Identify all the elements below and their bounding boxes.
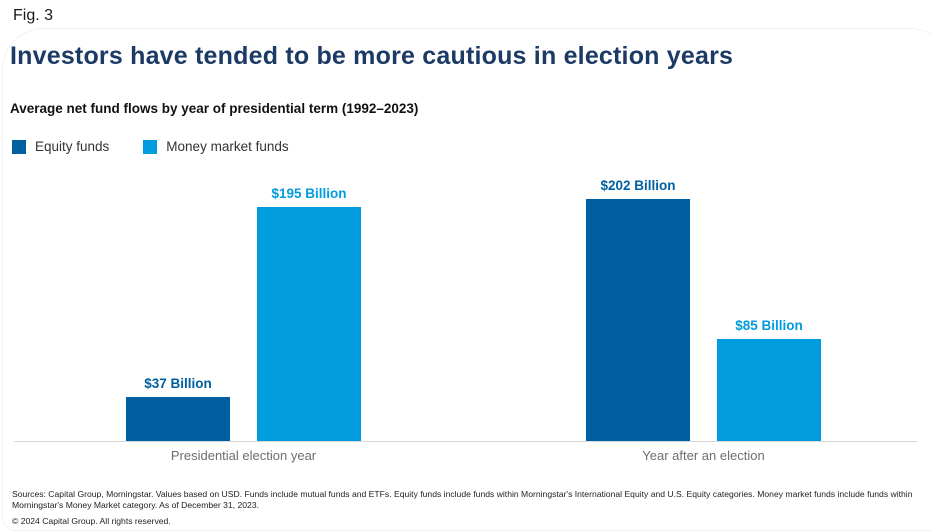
- copyright-notice: © 2024 Capital Group. All rights reserve…: [12, 516, 171, 526]
- bar-value-label: $195 Billion: [271, 186, 347, 201]
- legend-label: Money market funds: [166, 139, 289, 154]
- x-axis-line: [14, 441, 917, 442]
- legend-label: Equity funds: [35, 139, 110, 154]
- x-axis-label-year-after: Year after an election: [642, 448, 765, 463]
- bar-value-label: $85 Billion: [735, 318, 803, 333]
- chart-subtitle: Average net fund flows by year of presid…: [10, 101, 419, 116]
- money-market-funds-bar: [717, 339, 821, 441]
- legend-item-equity-funds: Equity funds: [12, 139, 109, 154]
- equity-funds-swatch-icon: [12, 139, 26, 154]
- bar-group-year-after-election: $202 Billion $85 Billion: [586, 178, 821, 441]
- legend-item-money-market-funds: Money market funds: [143, 139, 289, 154]
- source-footnote: Sources: Capital Group, Morningstar. Val…: [12, 489, 913, 510]
- bar-group-election-year: $37 Billion $195 Billion: [126, 186, 361, 441]
- bar-column: $195 Billion: [257, 186, 361, 441]
- equity-funds-bar: [126, 397, 230, 441]
- x-axis-label-election-year: Presidential election year: [170, 448, 317, 463]
- equity-funds-bar: [586, 199, 690, 441]
- legend: Equity funds Money market funds: [12, 139, 289, 154]
- bar-value-label: $202 Billion: [600, 178, 676, 193]
- bar-column: $37 Billion: [126, 376, 230, 441]
- bar-value-label: $37 Billion: [144, 376, 212, 391]
- bar-column: $202 Billion: [586, 178, 690, 441]
- page-title: Investors have tended to be more cautiou…: [10, 42, 734, 70]
- money-market-funds-swatch-icon: [143, 139, 158, 154]
- money-market-funds-bar: [257, 207, 361, 441]
- figure-number: Fig. 3: [13, 7, 54, 24]
- bar-column: $85 Billion: [717, 318, 821, 441]
